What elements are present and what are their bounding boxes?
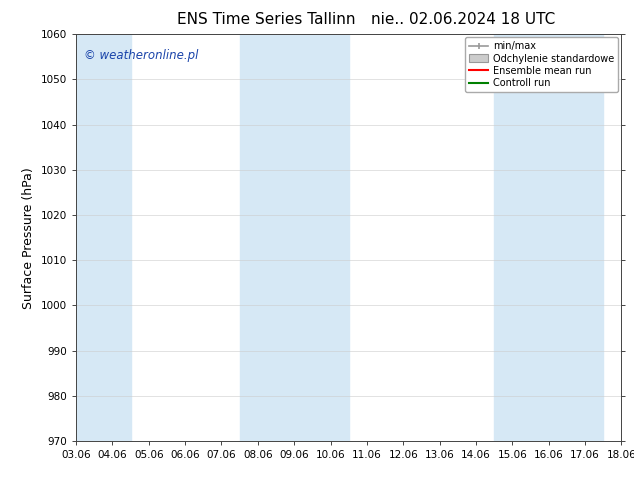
Bar — [58, 34, 131, 441]
Bar — [494, 34, 603, 441]
Bar — [240, 34, 349, 441]
Y-axis label: Surface Pressure (hPa): Surface Pressure (hPa) — [22, 167, 36, 309]
Text: nie.. 02.06.2024 18 UTC: nie.. 02.06.2024 18 UTC — [371, 12, 555, 27]
Text: © weatheronline.pl: © weatheronline.pl — [84, 49, 198, 62]
Legend: min/max, Odchylenie standardowe, Ensemble mean run, Controll run: min/max, Odchylenie standardowe, Ensembl… — [465, 37, 618, 92]
Text: ENS Time Series Tallinn: ENS Time Series Tallinn — [177, 12, 356, 27]
